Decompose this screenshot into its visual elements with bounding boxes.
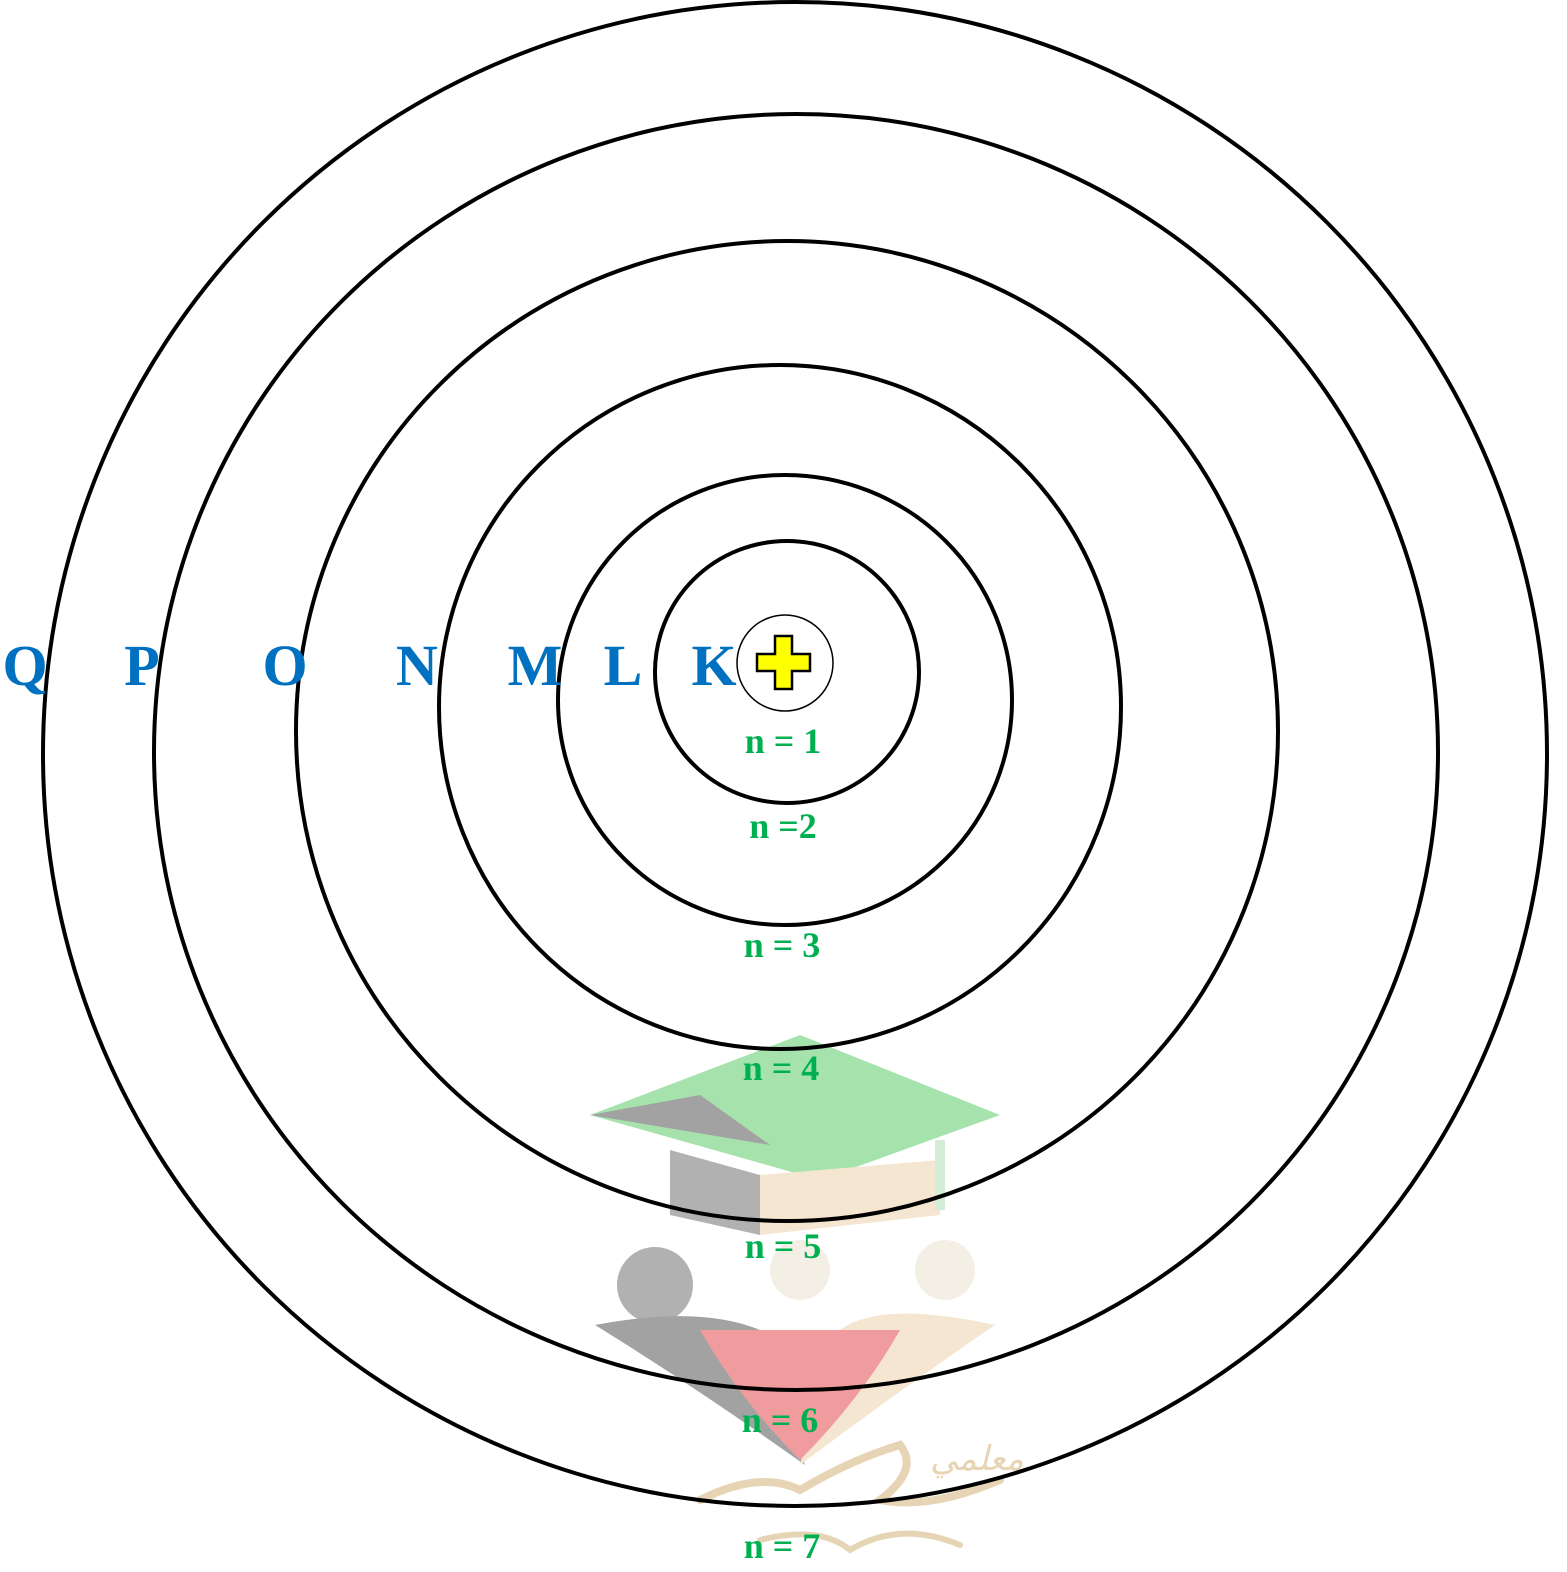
level-label-1: n = 1 [745, 721, 822, 761]
watermark-head-left-icon [617, 1247, 693, 1323]
shells [41, 0, 1549, 1508]
watermark-script: معلمي [696, 1439, 1024, 1554]
level-label-3: n = 3 [744, 925, 821, 965]
shell-letter-m: M [508, 633, 563, 698]
level-label-4: n = 4 [743, 1048, 820, 1088]
watermark-head-mid-icon [770, 1240, 830, 1300]
level-labels: n = 1 n =2 n = 3 n = 4 n = 5 n = 6 n = 7 [742, 721, 822, 1566]
shell-letter-q: Q [2, 633, 47, 698]
shell-q-ring [41, 0, 1549, 1508]
watermark-cap-dark-icon [590, 1095, 770, 1145]
level-label-2: n =2 [749, 806, 817, 846]
shell-p-ring [152, 112, 1440, 1392]
shell-m-ring [556, 473, 1014, 927]
shell-letters: Q P O N M L K [2, 633, 736, 698]
level-label-5: n = 5 [745, 1226, 822, 1266]
watermark-body-left-icon [595, 1316, 805, 1465]
watermark-cap-green-icon [590, 1035, 1000, 1180]
watermark-flag-red-icon [700, 1330, 900, 1460]
watermark-script-stroke-icon [696, 1440, 1004, 1507]
shell-letter-k: K [691, 633, 736, 698]
watermark-body-right-icon [800, 1313, 995, 1465]
watermark-head-right-icon [915, 1240, 975, 1300]
watermark-cap-base-light-icon [760, 1160, 940, 1235]
shell-letter-l: L [604, 633, 643, 698]
nucleus [736, 614, 834, 712]
shell-letter-p: P [124, 633, 159, 698]
shell-n-ring [437, 363, 1123, 1051]
level-label-6: n = 6 [742, 1400, 819, 1440]
watermark-text: معلمي [930, 1439, 1024, 1479]
shell-letter-o: O [262, 633, 307, 698]
level-label-7: n = 7 [744, 1526, 821, 1566]
watermark-logo [590, 1035, 1000, 1465]
plus-icon [755, 634, 812, 691]
shell-k-l-ring [653, 539, 921, 805]
watermark-script-stroke2-icon [757, 1530, 963, 1554]
shell-o-ring [294, 239, 1280, 1223]
watermark-cap-base-icon [670, 1150, 760, 1235]
shell-letter-n: N [396, 633, 438, 698]
